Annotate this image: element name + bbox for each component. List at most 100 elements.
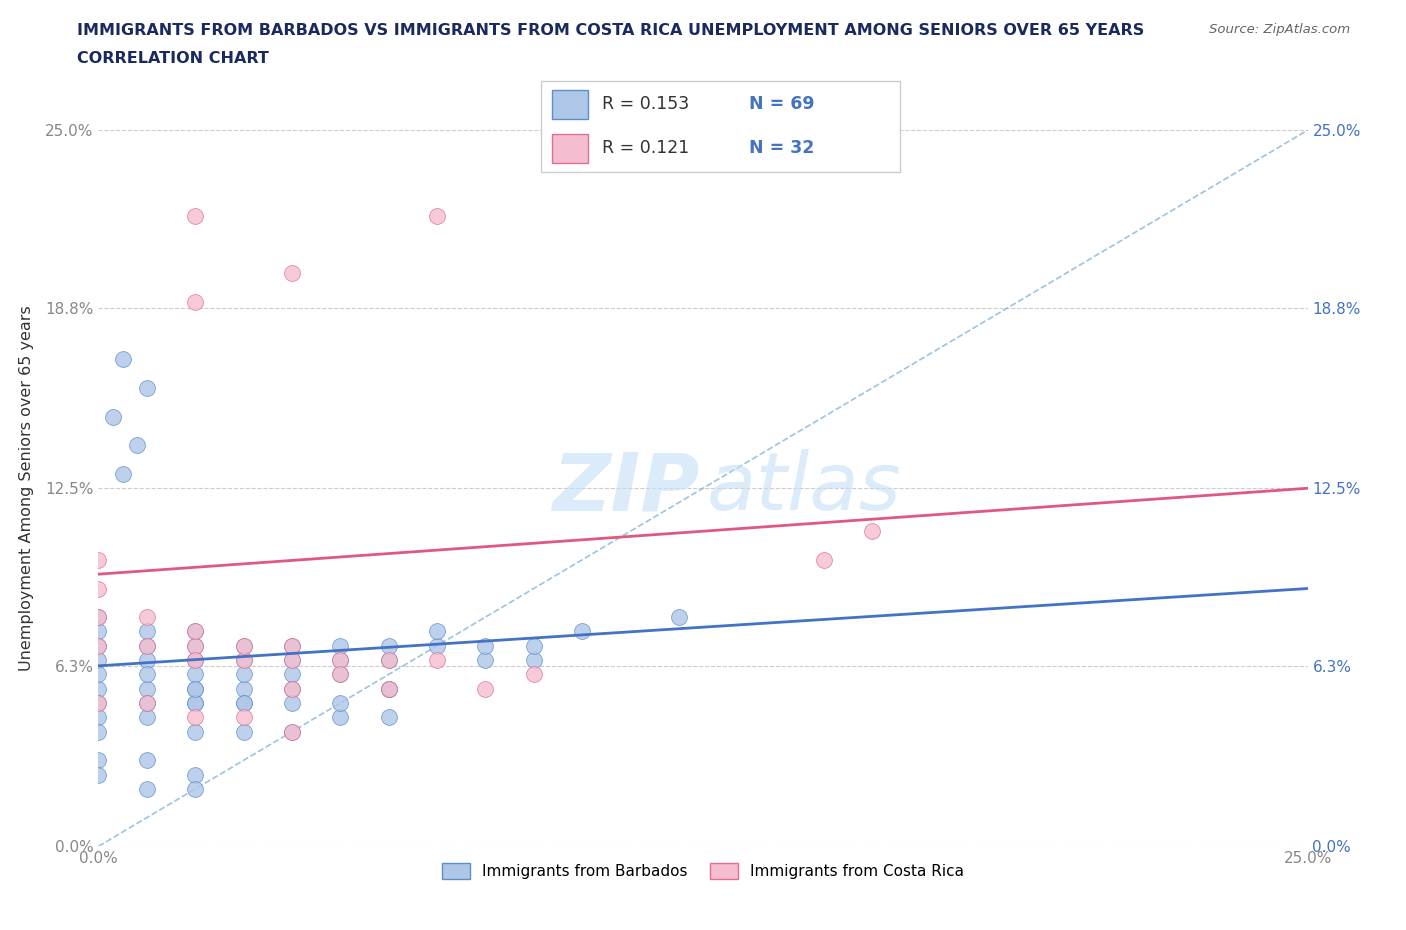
Point (135, 638, 157, 653)
Point (87, 624, 110, 639)
Point (281, 653, 304, 668)
Point (135, 667, 157, 682)
Point (184, 638, 207, 653)
Point (232, 696, 254, 711)
Point (281, 682, 304, 697)
Point (329, 667, 352, 682)
FancyBboxPatch shape (541, 81, 900, 172)
Point (860, 524, 883, 538)
Point (87, 638, 110, 653)
Point (281, 266, 304, 281)
Point (184, 781, 207, 796)
Point (232, 667, 254, 682)
Point (571, 624, 593, 639)
Point (135, 380, 157, 395)
Point (377, 710, 399, 724)
Point (329, 638, 352, 653)
Bar (553, 134, 588, 163)
Point (232, 638, 254, 653)
Text: atlas: atlas (707, 449, 901, 527)
Point (329, 653, 352, 668)
Point (184, 624, 207, 639)
Point (135, 610, 157, 625)
Point (474, 653, 496, 668)
Point (232, 653, 254, 668)
Point (184, 682, 207, 697)
Point (523, 638, 546, 653)
Point (135, 696, 157, 711)
Point (232, 696, 254, 711)
Point (87, 696, 110, 711)
Point (668, 610, 690, 625)
Point (377, 682, 399, 697)
Point (281, 667, 304, 682)
Point (184, 295, 207, 310)
Point (426, 653, 449, 668)
Point (232, 653, 254, 668)
Point (232, 682, 254, 697)
Point (87, 753, 110, 768)
Point (135, 638, 157, 653)
Point (87, 710, 110, 724)
Point (87, 610, 110, 625)
Point (523, 653, 546, 668)
Point (281, 638, 304, 653)
Point (377, 653, 399, 668)
Point (184, 696, 207, 711)
Point (184, 724, 207, 739)
Point (135, 781, 157, 796)
Point (87, 638, 110, 653)
Point (377, 653, 399, 668)
Point (184, 653, 207, 668)
Point (329, 696, 352, 711)
Point (426, 638, 449, 653)
Point (127, 438, 149, 453)
Text: IMMIGRANTS FROM BARBADOS VS IMMIGRANTS FROM COSTA RICA UNEMPLOYMENT AMONG SENIOR: IMMIGRANTS FROM BARBADOS VS IMMIGRANTS F… (77, 23, 1144, 38)
Point (87, 682, 110, 697)
Point (329, 653, 352, 668)
Text: N = 32: N = 32 (749, 139, 814, 157)
Point (184, 638, 207, 653)
Point (232, 638, 254, 653)
Point (474, 638, 496, 653)
Point (281, 682, 304, 697)
Point (377, 638, 399, 653)
Point (281, 696, 304, 711)
Text: Source: ZipAtlas.com: Source: ZipAtlas.com (1209, 23, 1350, 36)
Point (184, 624, 207, 639)
Point (474, 682, 496, 697)
Text: CORRELATION CHART: CORRELATION CHART (77, 51, 269, 66)
Point (281, 653, 304, 668)
Point (329, 667, 352, 682)
Point (377, 682, 399, 697)
Point (184, 208, 207, 223)
Point (111, 352, 134, 366)
Bar (553, 90, 588, 119)
Legend: Immigrants from Barbados, Immigrants from Costa Rica: Immigrants from Barbados, Immigrants fro… (436, 857, 970, 885)
Point (813, 552, 835, 567)
Text: N = 69: N = 69 (749, 95, 814, 113)
Point (87, 610, 110, 625)
Point (135, 753, 157, 768)
Point (87, 696, 110, 711)
Point (135, 653, 157, 668)
Point (523, 667, 546, 682)
Point (184, 682, 207, 697)
Point (184, 696, 207, 711)
Point (329, 710, 352, 724)
Point (184, 767, 207, 782)
Point (184, 710, 207, 724)
Point (101, 409, 124, 424)
Point (135, 624, 157, 639)
Text: R = 0.121: R = 0.121 (602, 139, 689, 157)
Point (87, 653, 110, 668)
Text: ZIP: ZIP (553, 449, 699, 527)
Point (377, 682, 399, 697)
Point (87, 667, 110, 682)
Point (426, 624, 449, 639)
Point (87, 767, 110, 782)
Text: R = 0.153: R = 0.153 (602, 95, 689, 113)
Point (281, 724, 304, 739)
Point (135, 682, 157, 697)
Point (184, 653, 207, 668)
